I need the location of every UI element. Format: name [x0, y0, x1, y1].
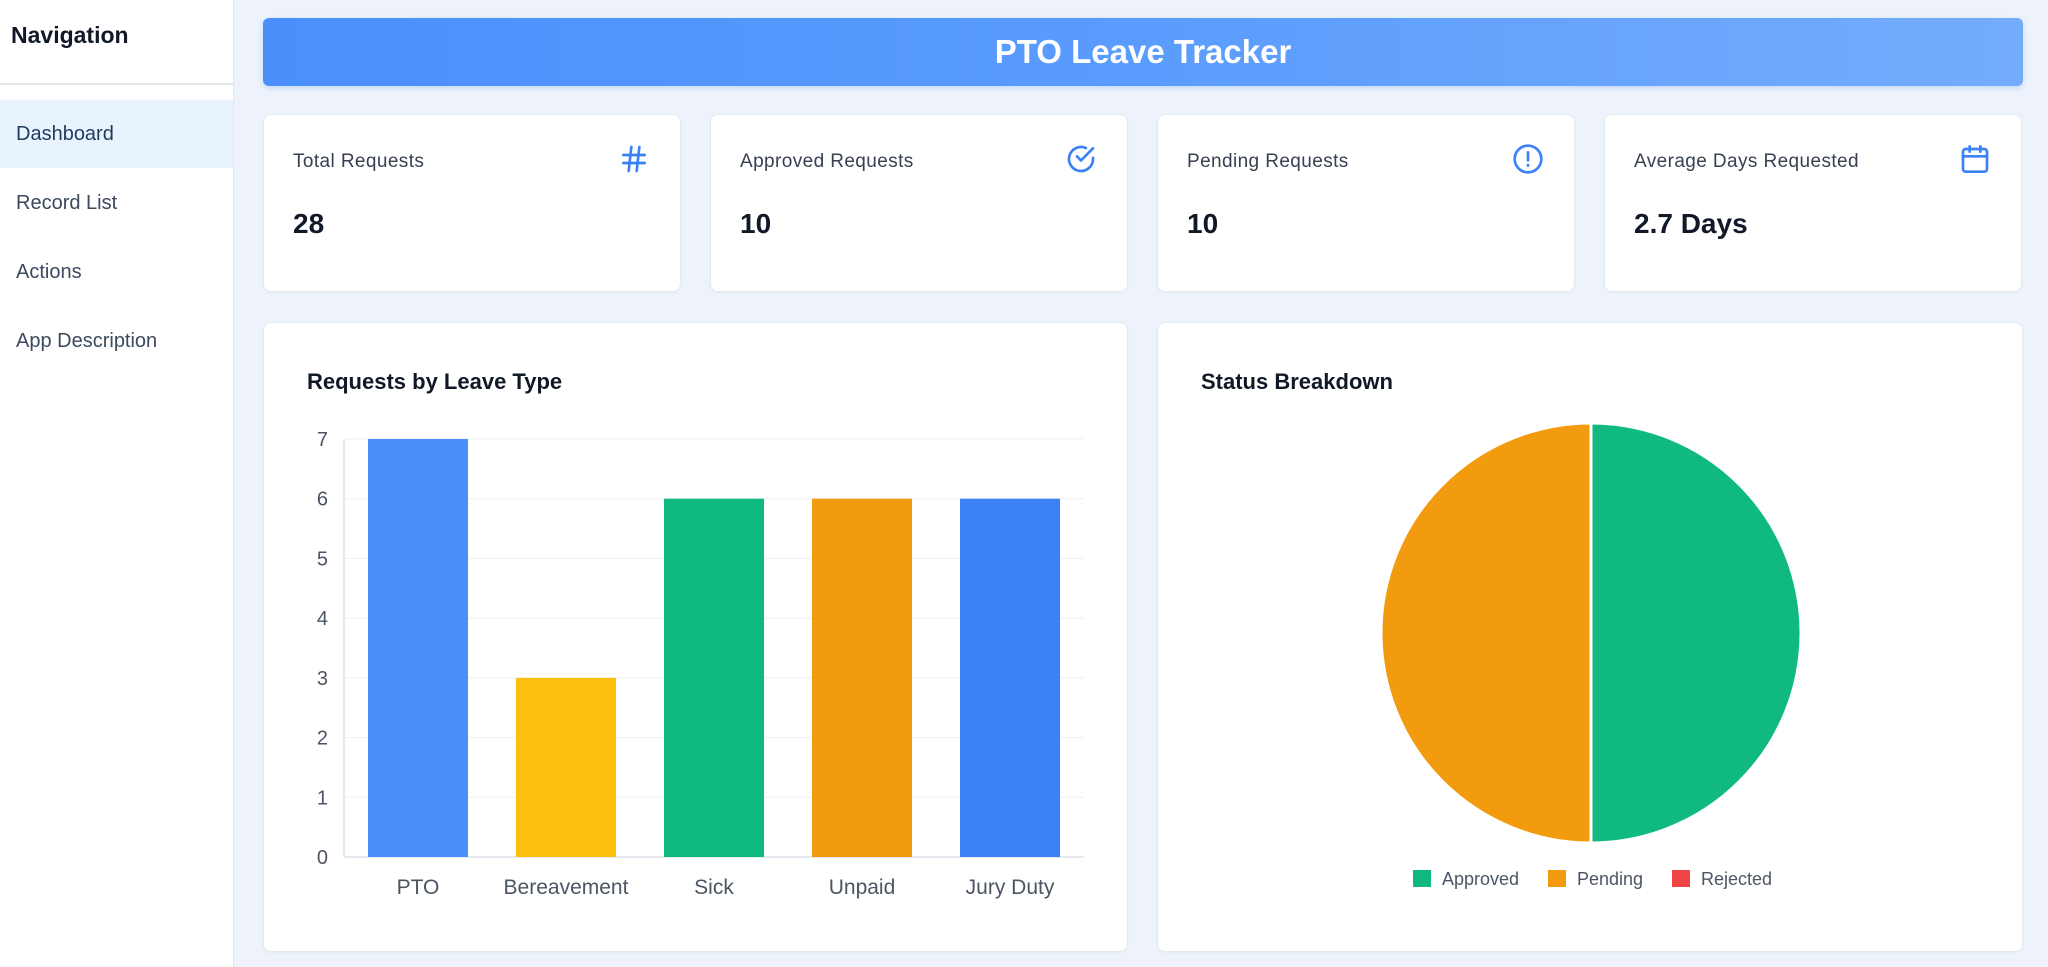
- y-tick-label: 5: [317, 548, 328, 570]
- hash-icon: [622, 145, 646, 173]
- sidebar: Navigation Dashboard Record List Actions…: [0, 0, 234, 967]
- bar[interactable]: [664, 498, 764, 857]
- page-title: PTO Leave Tracker: [994, 33, 1292, 70]
- legend-swatch: [1672, 870, 1690, 887]
- calendar-icon: [1961, 145, 1989, 173]
- sidebar-item-app-description[interactable]: App Description: [16, 329, 158, 352]
- y-tick-label: 3: [317, 668, 328, 690]
- legend-item[interactable]: Rejected: [1672, 869, 1772, 889]
- pie-chart-title: Status Breakdown: [1201, 369, 1393, 394]
- stat-card-total-requests: Total Requests 28: [263, 114, 681, 292]
- bar[interactable]: [516, 677, 616, 857]
- legend-swatch: [1548, 870, 1566, 887]
- bar-chart-panel: Requests by Leave Type 0 1 2 3 4 5 6 7 PTO Bereav…: [263, 322, 1128, 952]
- pie-slice[interactable]: [1379, 421, 1593, 845]
- page-header: PTO Leave Tracker: [263, 18, 2023, 86]
- sidebar-title: Navigation: [0, 0, 233, 85]
- y-tick-label: 2: [317, 728, 328, 750]
- x-tick-label: Jury Duty: [966, 876, 1055, 899]
- stat-card-average-days: Average Days Requested 2.7 Days: [1604, 114, 2022, 292]
- y-tick-label: 1: [317, 787, 328, 809]
- bar-chart-title: Requests by Leave Type: [307, 369, 563, 394]
- pie-chart: Approved Pending Rejected: [1379, 421, 1803, 889]
- pie-chart-panel: Status Breakdown Approved Pending Rejected: [1157, 322, 2023, 952]
- bar[interactable]: [368, 439, 468, 857]
- stat-label: Total Requests: [293, 151, 425, 172]
- x-tick-label: Unpaid: [829, 876, 896, 899]
- bar[interactable]: [960, 498, 1060, 857]
- sidebar-item-record-list[interactable]: Record List: [16, 191, 118, 214]
- stat-label: Approved Requests: [740, 151, 914, 172]
- main-content: PTO Leave Tracker Total Requests 28 Appr…: [234, 0, 2048, 967]
- stat-value: 28: [293, 208, 325, 239]
- legend-label: Rejected: [1701, 869, 1772, 889]
- pie-slice[interactable]: [1589, 421, 1803, 845]
- stat-value: 10: [740, 208, 772, 239]
- stat-value: 2.7 Days: [1634, 208, 1748, 239]
- legend-item[interactable]: Pending: [1548, 869, 1643, 889]
- x-tick-label: Sick: [694, 876, 734, 899]
- y-tick-label: 7: [317, 429, 328, 451]
- y-tick-label: 0: [317, 847, 328, 869]
- sidebar-item-actions[interactable]: Actions: [16, 260, 82, 283]
- stat-value: 10: [1187, 208, 1219, 239]
- legend-swatch: [1413, 870, 1431, 887]
- x-tick-label: PTO: [397, 876, 440, 899]
- legend-label: Pending: [1577, 869, 1643, 889]
- bar[interactable]: [812, 498, 912, 857]
- stat-card-approved-requests: Approved Requests 10: [710, 114, 1128, 292]
- stat-label: Pending Requests: [1187, 151, 1349, 172]
- y-tick-label: 6: [317, 489, 328, 511]
- check-circle-icon: [1067, 145, 1095, 173]
- x-tick-label: Bereavement: [504, 876, 629, 899]
- stat-card-pending-requests: Pending Requests 10: [1157, 114, 1575, 292]
- legend-label: Approved: [1442, 869, 1519, 889]
- stat-label: Average Days Requested: [1634, 151, 1859, 172]
- sidebar-nav: Dashboard Record List Actions App Descri…: [0, 85, 233, 375]
- bar-chart: 0 1 2 3 4 5 6 7 PTO Bereavement Sick Unpaid Jury Dut…: [317, 429, 1084, 899]
- sidebar-item-dashboard[interactable]: Dashboard: [0, 100, 233, 168]
- y-tick-label: 4: [317, 608, 328, 630]
- alert-circle-icon: [1513, 144, 1543, 174]
- legend-item[interactable]: Approved: [1413, 869, 1519, 889]
